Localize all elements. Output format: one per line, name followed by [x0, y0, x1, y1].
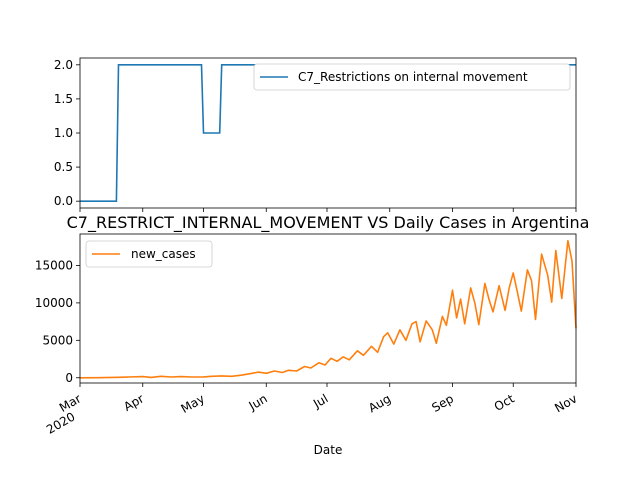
top-legend-label: C7_Restrictions on internal movement — [298, 70, 528, 84]
bottom-chart-title: C7_RESTRICT_INTERNAL_MOVEMENT VS Daily C… — [67, 213, 590, 233]
top-y-tick-label: 0.0 — [54, 194, 73, 208]
top-y-tick-label: 1.5 — [54, 92, 73, 106]
bottom-y-tick-label: 10000 — [35, 296, 73, 310]
bottom-legend: new_cases — [85, 240, 213, 268]
bottom-y-axis-ticks: 0 5000 10000 15000 — [35, 258, 80, 385]
top-legend-box — [253, 63, 571, 91]
top-y-tick-label: 1.0 — [54, 126, 73, 140]
top-y-tick-label: 2.0 — [54, 58, 73, 72]
bottom-y-tick-label: 15000 — [35, 258, 73, 272]
top-y-axis-ticks: 0.0 0.5 1.0 1.5 2.0 — [54, 58, 80, 208]
bottom-x-tick-label: Jul — [310, 391, 330, 411]
bottom-legend-box — [85, 240, 213, 268]
top-y-tick-label: 0.5 — [54, 160, 73, 174]
bottom-plot-frame — [79, 233, 577, 384]
series-line-c7-restrictions — [80, 64, 576, 202]
top-plot-frame — [79, 57, 577, 209]
series-line-new-cases — [79, 239, 577, 379]
x-axis-label: Date — [314, 443, 343, 457]
top-plot: 0.0 0.5 1.0 1.5 2.0 C7_Restrictions on inter… — [54, 57, 577, 212]
bottom-y-tick-label: 5000 — [42, 333, 73, 347]
top-legend: C7_Restrictions on internal movement — [253, 63, 571, 91]
bottom-y-tick-label: 0 — [65, 371, 73, 385]
bottom-legend-label: new_cases — [131, 247, 196, 261]
top-x-axis-ticks — [79, 208, 577, 212]
